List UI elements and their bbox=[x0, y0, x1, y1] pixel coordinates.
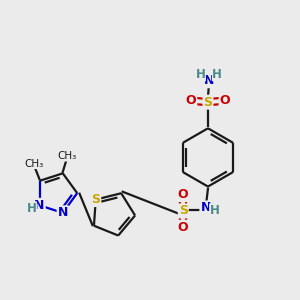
Text: N: N bbox=[58, 206, 68, 219]
Text: S: S bbox=[91, 193, 100, 206]
Text: O: O bbox=[186, 94, 196, 107]
Text: H: H bbox=[212, 68, 222, 81]
Text: H: H bbox=[27, 202, 37, 215]
Text: O: O bbox=[177, 221, 188, 234]
Text: H: H bbox=[210, 204, 219, 217]
Text: S: S bbox=[203, 96, 212, 109]
Text: S: S bbox=[179, 204, 188, 218]
Text: N: N bbox=[200, 202, 211, 214]
Text: CH₃: CH₃ bbox=[58, 151, 77, 161]
Text: N: N bbox=[34, 199, 45, 212]
Text: N: N bbox=[204, 74, 214, 87]
Text: O: O bbox=[220, 94, 230, 107]
Text: O: O bbox=[177, 188, 188, 201]
Text: CH₃: CH₃ bbox=[25, 159, 44, 169]
Text: H: H bbox=[196, 68, 206, 81]
